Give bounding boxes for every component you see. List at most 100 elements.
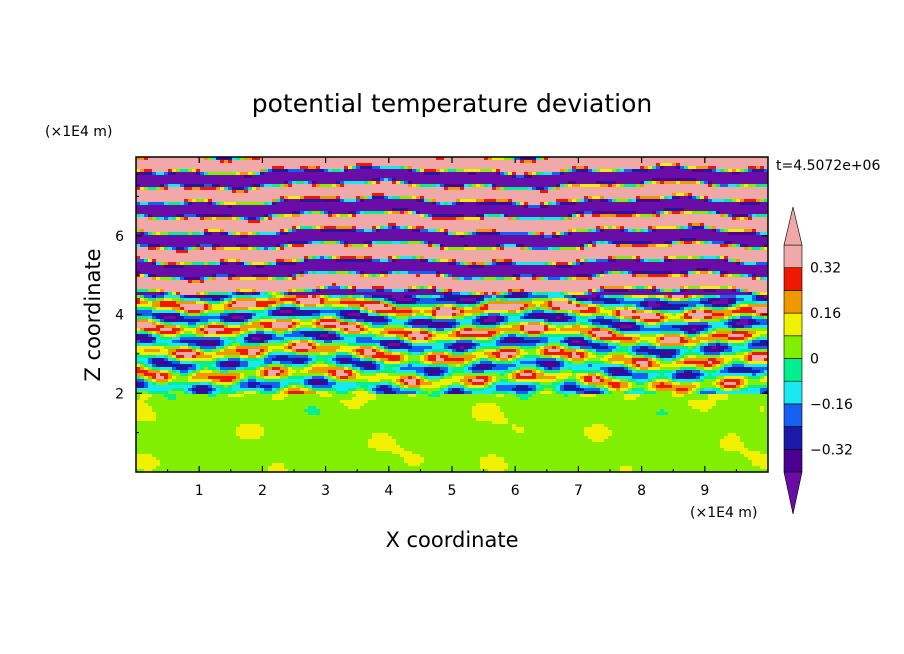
- contour-cell: [156, 277, 161, 281]
- contour-cell: [220, 361, 225, 365]
- contour-cell: [280, 373, 289, 377]
- contour-cell: [264, 349, 269, 353]
- contour-cell: [500, 373, 505, 377]
- contour-cell: [200, 187, 217, 191]
- contour-cell: [416, 256, 421, 260]
- contour-cell: [700, 256, 705, 260]
- contour-cell: [280, 379, 305, 383]
- contour-cell: [496, 187, 501, 191]
- contour-cell: [752, 298, 757, 302]
- contour-cell: [728, 229, 745, 233]
- contour-cell: [512, 202, 517, 206]
- contour-cell: [568, 310, 573, 314]
- contour-cell: [236, 190, 245, 194]
- contour-cell: [488, 301, 533, 305]
- contour-cell: [476, 298, 481, 302]
- contour-cell: [728, 214, 733, 218]
- contour-cell: [360, 331, 369, 335]
- contour-cell: [624, 226, 649, 230]
- contour-cell: [680, 238, 685, 242]
- contour-cell: [228, 214, 233, 218]
- contour-cell: [360, 355, 365, 359]
- contour-cell: [632, 358, 649, 362]
- contour-cell: [164, 292, 169, 296]
- contour-cell: [616, 298, 625, 302]
- contour-cell: [492, 376, 497, 380]
- contour-cell: [192, 391, 197, 395]
- contour-cell: [764, 295, 768, 299]
- contour-cell: [752, 337, 757, 341]
- contour-cell: [728, 259, 733, 263]
- contour-cell: [636, 214, 641, 218]
- contour-cell: [468, 265, 473, 269]
- contour-cell: [348, 367, 353, 371]
- contour-cell: [464, 184, 469, 188]
- contour-cell: [392, 298, 397, 302]
- contour-cell: [396, 391, 417, 395]
- contour-cell: [636, 343, 641, 347]
- contour-cell: [216, 352, 241, 356]
- contour-cell: [256, 265, 265, 269]
- contour-cell: [352, 373, 357, 377]
- contour-cell: [372, 295, 385, 299]
- contour-cell: [264, 184, 273, 188]
- contour-cell: [208, 367, 217, 371]
- contour-cell: [752, 343, 768, 347]
- contour-cell: [256, 328, 265, 332]
- contour-cell: [680, 181, 697, 185]
- contour-cell: [284, 388, 289, 392]
- contour-cell: [136, 349, 145, 353]
- contour-cell: [412, 229, 417, 233]
- contour-cell: [232, 331, 241, 335]
- contour-cell: [736, 289, 741, 293]
- contour-cell: [432, 346, 445, 350]
- contour-cell: [176, 349, 193, 353]
- contour-cell: [348, 352, 353, 356]
- contour-cell: [360, 196, 365, 200]
- contour-cell: [692, 307, 701, 311]
- contour-cell: [196, 322, 201, 326]
- contour-cell: [620, 340, 637, 344]
- contour-cell: [492, 295, 497, 299]
- contour-cell: [136, 394, 141, 398]
- contour-cell: [616, 244, 621, 248]
- contour-cell: [416, 211, 421, 215]
- contour-cell: [368, 310, 373, 314]
- contour-cell: [324, 376, 329, 380]
- contour-cell: [316, 355, 333, 359]
- contour-cell: [684, 376, 689, 380]
- contour-cell: [508, 337, 517, 341]
- contour-cell: [216, 244, 221, 248]
- contour-cell: [448, 364, 457, 368]
- contour-cell: [312, 322, 317, 326]
- contour-cell: [456, 325, 461, 329]
- contour-cell: [416, 229, 421, 233]
- contour-cell: [160, 316, 165, 320]
- contour-cell: [744, 364, 768, 368]
- contour-cell: [500, 349, 517, 353]
- contour-cell: [200, 343, 217, 347]
- contour-cell: [232, 313, 249, 317]
- contour-cell: [156, 316, 161, 320]
- contour-cell: [752, 349, 768, 353]
- contour-cell: [292, 367, 305, 371]
- contour-cell: [516, 175, 525, 179]
- contour-cell: [380, 367, 385, 371]
- contour-cell: [340, 199, 345, 203]
- contour-cell: [596, 211, 617, 215]
- contour-cell: [292, 340, 301, 344]
- contour-cell: [228, 370, 257, 374]
- contour-cell: [272, 199, 277, 203]
- contour-cell: [384, 346, 389, 350]
- contour-cell: [292, 343, 297, 347]
- contour-cell: [164, 247, 169, 251]
- contour-cell: [584, 247, 745, 251]
- contour-cell: [176, 169, 181, 173]
- contour-cell: [488, 262, 493, 266]
- contour-cell: [556, 379, 565, 383]
- contour-cell: [312, 346, 317, 350]
- contour-cell: [144, 214, 149, 218]
- contour-cell: [536, 277, 541, 281]
- contour-cell: [444, 328, 453, 332]
